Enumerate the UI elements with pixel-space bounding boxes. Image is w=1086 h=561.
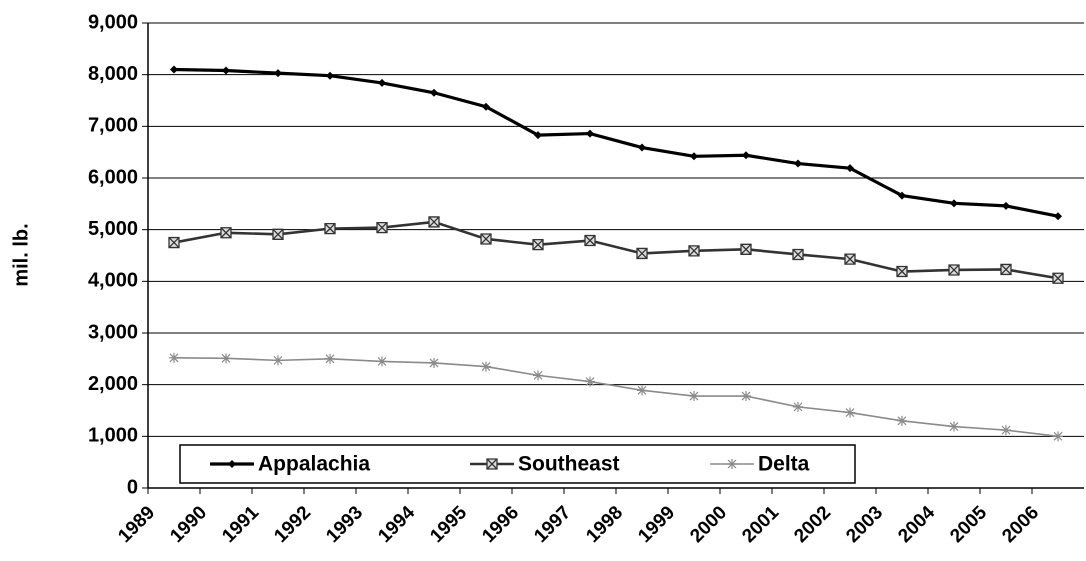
marker [272, 228, 284, 240]
marker [378, 78, 386, 87]
marker [897, 415, 907, 426]
y-tick-label: 3,000 [88, 321, 138, 343]
marker [585, 376, 595, 387]
marker [689, 391, 699, 402]
marker [638, 143, 646, 152]
marker [1054, 212, 1062, 221]
marker [1001, 425, 1011, 436]
marker [532, 239, 544, 251]
marker [896, 265, 908, 278]
x-tick-label: 2000 [686, 502, 731, 547]
marker [688, 245, 700, 257]
marker [428, 216, 440, 228]
marker [948, 264, 960, 276]
marker [222, 66, 230, 75]
x-tick-label: 1993 [322, 502, 367, 547]
marker [221, 353, 231, 364]
marker [637, 385, 647, 396]
x-tick-label: 2004 [894, 502, 939, 547]
x-tick-label: 1997 [530, 502, 575, 547]
marker [949, 421, 959, 432]
marker [844, 253, 856, 265]
y-tick-label: 5,000 [88, 218, 138, 240]
marker [584, 234, 596, 247]
x-tick-label: 2002 [790, 502, 835, 547]
legend-label: Appalachia [258, 453, 370, 476]
y-tick-label: 8,000 [88, 63, 138, 85]
marker [326, 71, 334, 80]
marker [636, 247, 648, 260]
marker [741, 391, 751, 402]
y-axis-label: mil. lb. [10, 223, 32, 286]
marker [794, 159, 802, 168]
marker [482, 102, 490, 111]
legend-label: Southeast [518, 453, 620, 476]
marker [324, 222, 336, 235]
marker [220, 227, 232, 239]
marker [377, 356, 387, 367]
y-tick-label: 9,000 [88, 11, 138, 33]
legend-label: Delta [758, 453, 810, 476]
marker [376, 221, 388, 234]
y-tick-label: 4,000 [88, 270, 138, 292]
marker [845, 407, 855, 418]
marker [793, 401, 803, 412]
marker [170, 65, 178, 74]
x-tick-label: 1995 [426, 502, 471, 547]
marker [168, 236, 180, 249]
marker [950, 199, 958, 208]
marker [533, 370, 543, 381]
marker [846, 164, 854, 173]
series-line [173, 67, 1059, 218]
marker [898, 191, 906, 200]
x-tick-label: 1994 [374, 502, 419, 547]
x-tick-label: 2001 [738, 502, 783, 547]
x-tick-label: 2003 [842, 502, 887, 547]
marker [586, 129, 594, 138]
y-tick-label: 1,000 [88, 425, 138, 447]
x-tick-label: 1989 [114, 502, 159, 547]
marker [430, 88, 438, 97]
y-tick-label: 7,000 [88, 115, 138, 137]
marker [228, 460, 236, 468]
series-line [173, 357, 1059, 438]
marker [1002, 201, 1010, 210]
series-line [173, 220, 1059, 280]
marker [274, 69, 282, 78]
marker [325, 353, 335, 364]
marker [690, 152, 698, 161]
x-tick-label: 1992 [270, 502, 315, 547]
marker [1000, 263, 1012, 276]
marker [1053, 431, 1063, 442]
x-tick-label: 1999 [634, 502, 679, 547]
marker [534, 131, 542, 140]
y-tick-label: 6,000 [88, 166, 138, 188]
marker [429, 357, 439, 368]
x-tick-label: 1991 [218, 502, 263, 547]
legend: Appalachia Southeast Delta [179, 444, 856, 484]
marker [481, 361, 491, 372]
x-tick-label: 2005 [946, 502, 991, 547]
marker [486, 458, 498, 470]
y-tick-label: 0 [127, 476, 138, 498]
marker [792, 248, 804, 261]
marker [740, 243, 752, 255]
marker [1052, 272, 1064, 284]
marker [742, 151, 750, 160]
marker [480, 233, 492, 245]
x-tick-label: 1998 [582, 502, 627, 547]
x-tick-label: 1990 [166, 502, 211, 547]
marker [273, 355, 283, 366]
y-tick-label: 2,000 [88, 373, 138, 395]
marker [727, 459, 737, 469]
marker [169, 352, 179, 363]
x-tick-label: 1996 [478, 502, 523, 547]
x-tick-label: 2006 [998, 502, 1043, 547]
